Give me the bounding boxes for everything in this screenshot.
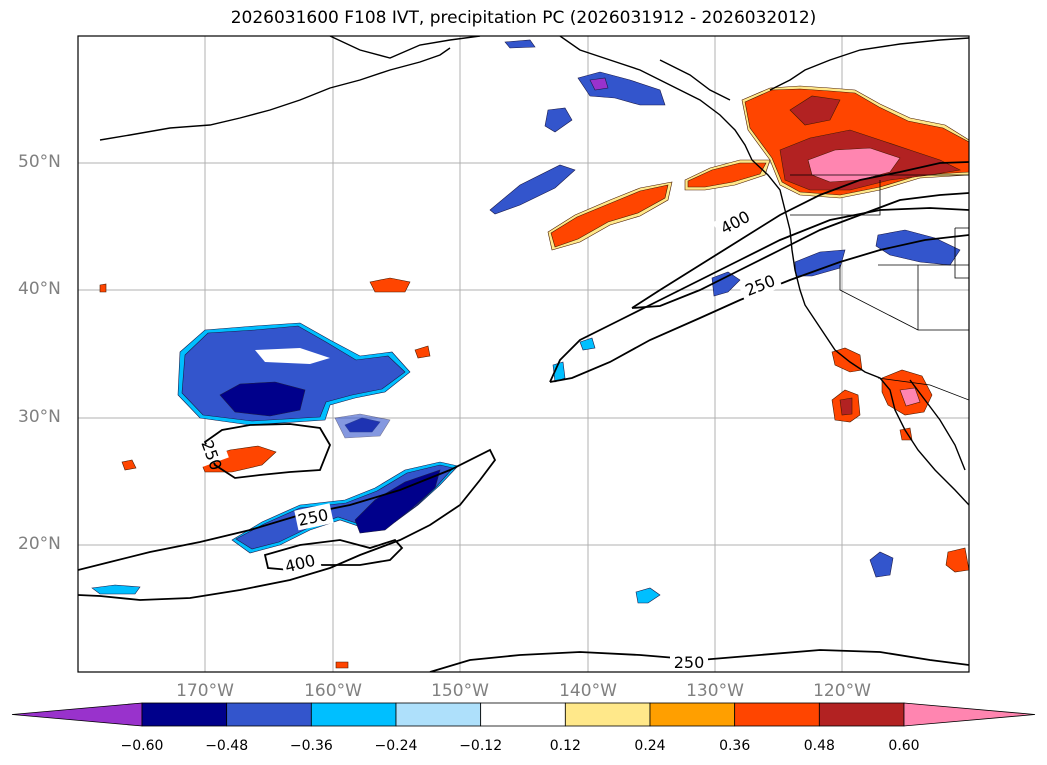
map-title: 2026031600 F108 IVT, precipitation PC (2… bbox=[230, 8, 817, 28]
colorbar-tick-label: −0.60 bbox=[120, 738, 164, 754]
lon-label-170w: 170°W bbox=[176, 681, 234, 701]
colorbar-tick-label: −0.12 bbox=[459, 738, 503, 754]
colorbar-tick-label: 0.48 bbox=[803, 738, 835, 754]
colorbar-segment bbox=[818, 702, 905, 727]
colorbar-tick-label: −0.48 bbox=[205, 738, 249, 754]
contour-label: 250 bbox=[674, 653, 705, 672]
colorbar-segment bbox=[480, 702, 566, 727]
colorbar-segment bbox=[564, 702, 651, 727]
lon-label-150w: 150°W bbox=[431, 681, 489, 701]
colorbar-segment bbox=[310, 702, 397, 727]
lat-label-40: 40°N bbox=[18, 279, 61, 299]
colorbar bbox=[11, 702, 1036, 727]
colorbar-segment bbox=[734, 702, 820, 727]
colorbar-tick-label: 0.12 bbox=[549, 738, 581, 754]
colorbar-segment bbox=[141, 702, 228, 727]
lat-label-50: 50°N bbox=[18, 152, 61, 172]
colorbar-segment bbox=[395, 702, 482, 727]
lon-label-120w: 120°W bbox=[813, 681, 871, 701]
lat-label-30: 30°N bbox=[18, 407, 61, 427]
colorbar-extend-right bbox=[903, 702, 1036, 727]
colorbar-tick-label: −0.24 bbox=[374, 738, 418, 754]
colorbar-extend-left bbox=[11, 702, 143, 727]
lon-label-160w: 160°W bbox=[304, 681, 362, 701]
lon-label-130w: 130°W bbox=[686, 681, 744, 701]
colorbar-tick-label: 0.24 bbox=[634, 738, 666, 754]
lat-label-20: 20°N bbox=[18, 534, 61, 554]
plot-frame bbox=[77, 35, 970, 673]
coastlines bbox=[99, 36, 969, 506]
colorbar-tick-label: −0.36 bbox=[289, 738, 333, 754]
colorbar-tick-label: 0.36 bbox=[719, 738, 751, 754]
lon-label-140w: 140°W bbox=[559, 681, 617, 701]
colorbar-segment bbox=[226, 702, 312, 727]
colorbar-segment bbox=[649, 702, 736, 727]
colorbar-tick-label: 0.60 bbox=[888, 738, 920, 754]
